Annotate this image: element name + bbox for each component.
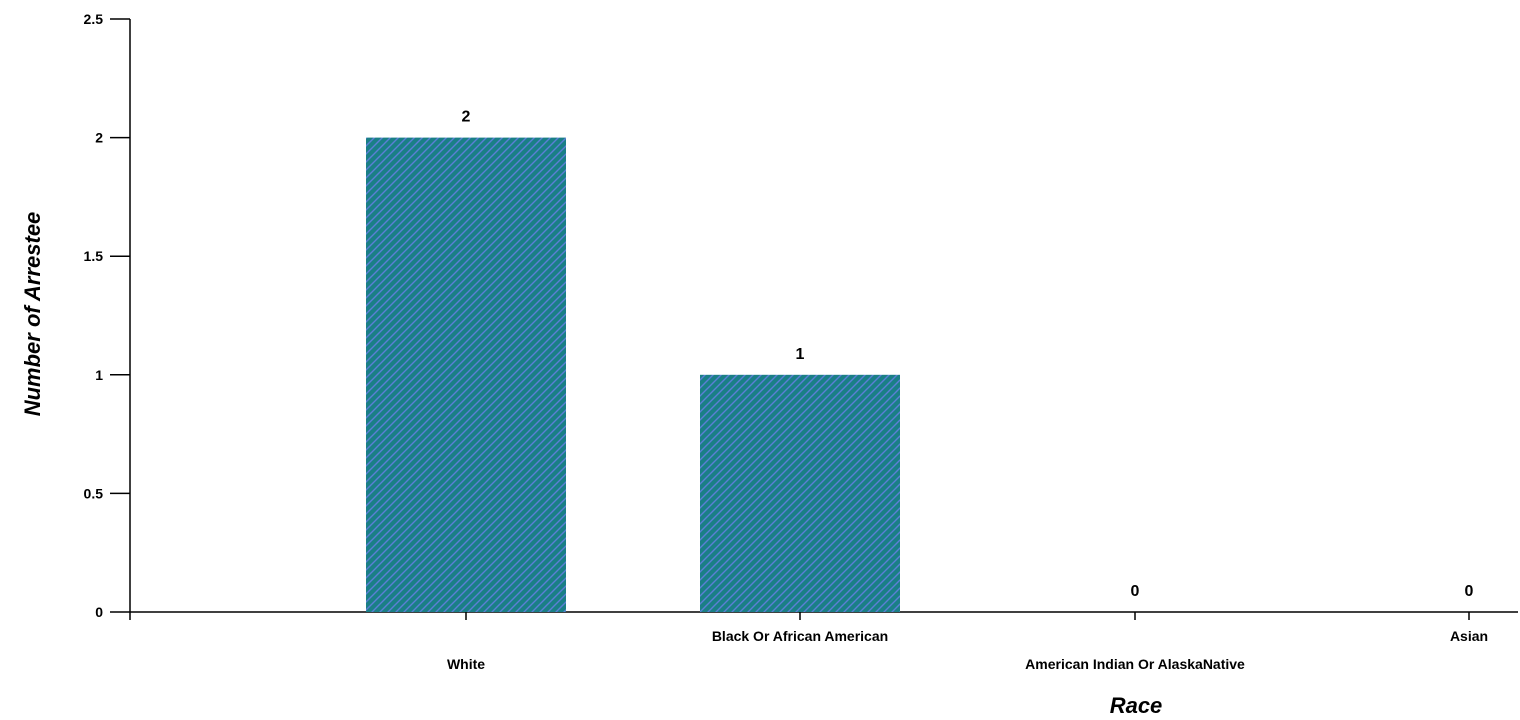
x-category-label: White (447, 656, 485, 672)
bar (366, 137, 566, 612)
y-tick-label: 1 (95, 367, 103, 383)
x-category-label: Asian (1450, 628, 1488, 644)
bar-value-label: 2 (462, 109, 471, 126)
x-axis: White Black Or African American American I… (129, 611, 1518, 672)
y-axis: 0 0.5 1 1.5 2 2.5 (84, 11, 131, 620)
y-tick-label: 2 (95, 130, 103, 146)
y-tick-label: 2.5 (84, 11, 104, 27)
y-axis-title: Number of Arrestee (20, 212, 45, 417)
bar-value-label: 0 (1465, 583, 1474, 600)
y-tick-label: 0.5 (84, 485, 104, 501)
y-tick-label: 0 (95, 604, 103, 620)
x-axis-title: Race (1110, 693, 1163, 718)
bars (366, 137, 900, 612)
x-category-label: Black Or African American (712, 628, 888, 644)
y-tick-label: 1.5 (84, 248, 104, 264)
x-category-label: American Indian Or AlaskaNative (1025, 656, 1245, 672)
data-labels: 2 1 0 0 (462, 109, 1474, 600)
bar (700, 374, 900, 612)
bar-value-label: 1 (796, 346, 805, 363)
bar-value-label: 0 (1131, 583, 1140, 600)
